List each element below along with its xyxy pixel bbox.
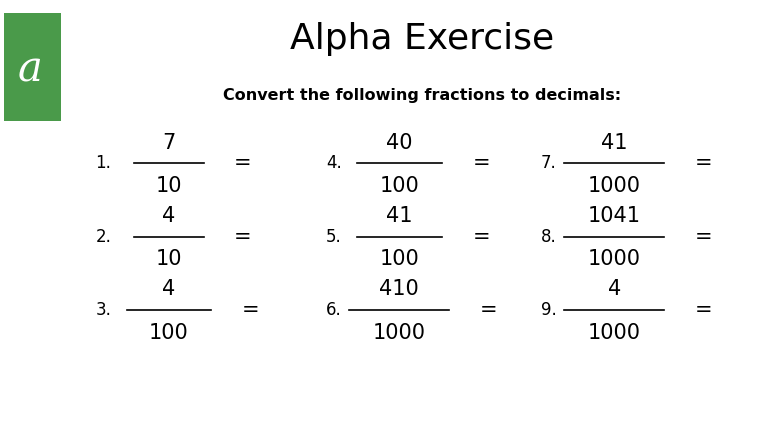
Text: 1.: 1. xyxy=(95,154,111,172)
Text: 8.: 8. xyxy=(541,228,557,246)
Text: =: = xyxy=(472,153,490,173)
Text: 7: 7 xyxy=(162,133,176,152)
Text: 10: 10 xyxy=(156,176,182,196)
Text: =: = xyxy=(480,300,498,320)
Text: =: = xyxy=(234,153,252,173)
Text: 41: 41 xyxy=(386,206,412,226)
Text: 5.: 5. xyxy=(326,228,342,246)
Text: 4: 4 xyxy=(162,280,176,299)
Text: 6.: 6. xyxy=(326,301,342,319)
Text: =: = xyxy=(695,300,713,320)
Text: a: a xyxy=(18,48,42,90)
Text: =: = xyxy=(695,227,713,247)
Text: 40: 40 xyxy=(386,133,412,152)
Text: Convert the following fractions to decimals:: Convert the following fractions to decim… xyxy=(223,88,621,102)
Text: =: = xyxy=(242,300,260,320)
Text: 3.: 3. xyxy=(95,301,111,319)
Text: =: = xyxy=(472,227,490,247)
Text: 4.: 4. xyxy=(326,154,342,172)
Text: Alpha Exercise: Alpha Exercise xyxy=(290,22,554,56)
Text: 100: 100 xyxy=(379,249,419,269)
Text: 4: 4 xyxy=(162,206,176,226)
Text: =: = xyxy=(695,153,713,173)
Text: 100: 100 xyxy=(149,323,189,343)
Text: 41: 41 xyxy=(601,133,627,152)
Text: 100: 100 xyxy=(379,176,419,196)
Text: 1041: 1041 xyxy=(588,206,641,226)
Text: 2.: 2. xyxy=(95,228,111,246)
Text: =: = xyxy=(234,227,252,247)
Text: 1000: 1000 xyxy=(588,176,641,196)
Text: 1000: 1000 xyxy=(372,323,426,343)
Text: 4: 4 xyxy=(607,280,621,299)
Text: 1000: 1000 xyxy=(588,249,641,269)
Text: 10: 10 xyxy=(156,249,182,269)
Text: 7.: 7. xyxy=(541,154,557,172)
Text: 410: 410 xyxy=(379,280,419,299)
Text: 9.: 9. xyxy=(541,301,557,319)
Text: 1000: 1000 xyxy=(588,323,641,343)
